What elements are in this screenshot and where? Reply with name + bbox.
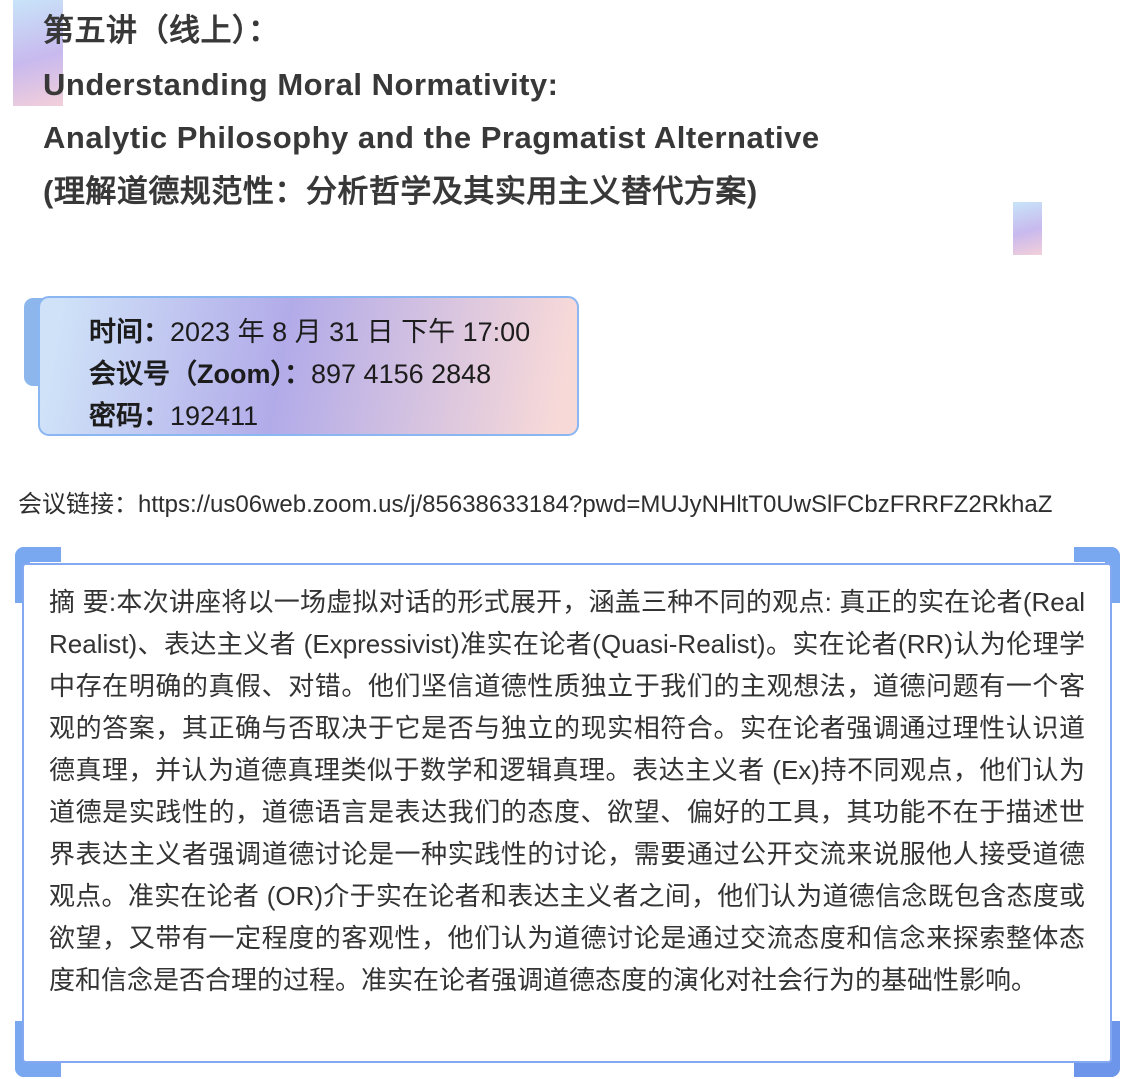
title-line-chinese-translation: (理解道德规范性：分析哲学及其实用主义替代方案) [43,173,758,209]
abstract-box: 摘 要:本次讲座将以一场虚拟对话的形式展开，涵盖三种不同的观点: 真正的实在论者… [22,563,1112,1063]
meeting-link-url[interactable]: https://us06web.zoom.us/j/85638633184?pw… [138,491,1053,518]
meeting-link-line: 会议链接：https://us06web.zoom.us/j/856386331… [18,484,1128,519]
meeting-id-line: 会议号（Zoom）：897 4156 2848 [89,353,577,395]
title-line-english-1: Understanding Moral Normativity: [43,66,559,102]
title-line-english-2: Analytic Philosophy and the Pragmatist A… [43,120,820,155]
meeting-link-label: 会议链接： [18,491,138,518]
title-line-lecture-number: 第五讲（线上）： [43,13,280,48]
time-value: 2023 年 8 月 31 日 下午 17:00 [170,317,531,347]
time-label: 时间： [89,317,170,347]
meeting-password-line: 密码：192411 [89,395,577,437]
meeting-info-box: 时间：2023 年 8 月 31 日 下午 17:00 会议号（Zoom）：89… [38,296,579,436]
meeting-time-line: 时间：2023 年 8 月 31 日 下午 17:00 [89,311,577,353]
password-value: 192411 [170,401,259,431]
page-title: 第五讲（线上）： Understanding Moral Normativity… [43,4,1093,218]
title-gradient-bar [13,0,63,106]
right-gradient-bar [1013,202,1042,255]
abstract-text: 摘 要:本次讲座将以一场虚拟对话的形式展开，涵盖三种不同的观点: 真正的实在论者… [49,587,1085,995]
meeting-id-label: 会议号（Zoom）： [89,359,311,389]
meeting-id-value: 897 4156 2848 [311,359,492,389]
password-label: 密码： [89,401,170,431]
